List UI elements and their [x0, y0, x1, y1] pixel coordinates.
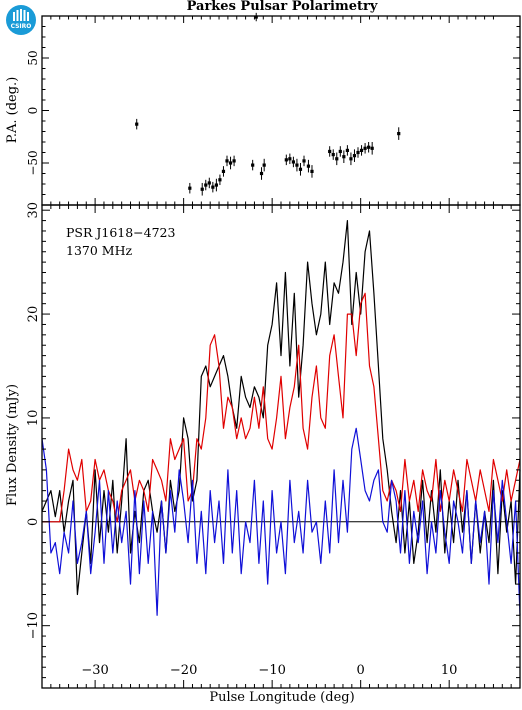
pa-data-point [218, 178, 222, 182]
pa-data-point [262, 163, 266, 167]
pa-data-point [204, 183, 208, 187]
pa-data-point [288, 157, 292, 161]
pa-data-point [207, 181, 211, 185]
pa-y-tick-label: −50 [26, 150, 40, 175]
pa-data-point [284, 158, 288, 162]
pa-data-point [328, 149, 332, 154]
pa-frame [41, 15, 521, 206]
pa-data-point [259, 171, 264, 176]
pa-data-point [359, 148, 364, 152]
flux-frame [41, 204, 521, 689]
pa-data-point [188, 186, 192, 190]
x-axis-label: Pulse Longitude (deg) [209, 690, 354, 705]
pa-data-point [232, 159, 236, 163]
pa-data-point [254, 15, 258, 19]
pa-data-point [291, 160, 295, 164]
flux-y-tick-label: 10 [26, 410, 41, 427]
pa-data-point [331, 153, 335, 157]
pa-data-point [306, 164, 311, 168]
pa-data-point [200, 187, 204, 191]
pa-y-axis-label: P.A. (deg.) [5, 77, 20, 144]
pa-data-point [345, 148, 349, 152]
flux-series-line-1 [42, 292, 521, 523]
pa-data-point [228, 161, 233, 165]
flux-x-tick-label: −30 [81, 663, 108, 678]
pa-data-point [363, 146, 367, 150]
flux-y-tick-label: 30 [26, 202, 41, 219]
flux-x-tick-label: 10 [441, 663, 458, 678]
pa-y-tick-label: 0 [26, 107, 40, 115]
pa-panel: 50 0 −50 [26, 12, 521, 206]
chart-title: Parkes Pulsar Polarimetry [187, 0, 378, 14]
flux-x-tick-label: 0 [357, 663, 365, 678]
pa-data-point [397, 132, 401, 136]
pa-data-point [367, 145, 371, 149]
pa-data-point [298, 167, 303, 171]
pa-data-point [221, 169, 226, 173]
pa-data-point [342, 155, 346, 159]
pa-data-point [251, 163, 255, 167]
flux-series-line-2 [41, 427, 521, 616]
pa-data-point [211, 185, 215, 189]
csiro-logo: CSIRO [6, 5, 36, 35]
pa-data-point [225, 159, 229, 163]
pa-data-point [214, 183, 218, 187]
flux-x-tick-label: −10 [258, 663, 285, 678]
pa-data-point [295, 163, 299, 167]
flux-y-axis-label: Flux Density (mJy) [5, 384, 20, 506]
pa-data-point [352, 154, 357, 158]
pa-data-point [335, 157, 339, 161]
flux-x-tick-label: −20 [170, 663, 197, 678]
pa-data-point [356, 150, 360, 155]
logo-text: CSIRO [11, 23, 32, 30]
pa-data-point [338, 149, 342, 154]
pa-data-point [302, 159, 306, 163]
pulsar-name-annotation: PSR J1618−4723 [66, 225, 176, 240]
flux-y-tick-label: 20 [26, 306, 41, 323]
frequency-annotation: 1370 MHz [66, 243, 132, 258]
flux-panel: −30 −20 −10 0 10 30 20 10 0 −10 [26, 202, 521, 689]
flux-series-line-0 [41, 220, 521, 596]
pa-data-point [370, 146, 374, 150]
flux-y-tick-label: 0 [26, 518, 41, 526]
pa-data-point [310, 169, 314, 173]
pa-y-tick-label: 50 [26, 50, 40, 65]
pa-data-point [135, 122, 139, 126]
pa-data-point [349, 157, 353, 161]
flux-y-tick-label: −10 [26, 612, 41, 639]
